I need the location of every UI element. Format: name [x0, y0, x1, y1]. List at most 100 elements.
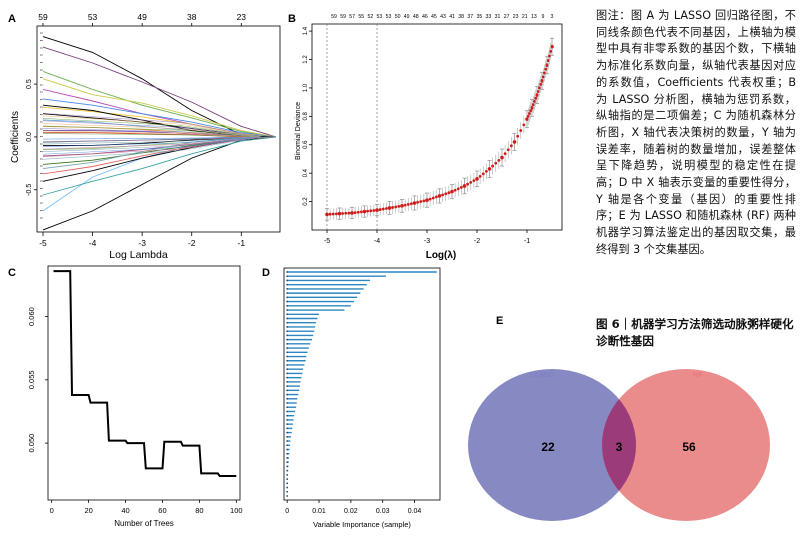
importance-point — [286, 452, 289, 455]
deviance-point — [375, 208, 379, 212]
deviance-point — [536, 90, 540, 93]
path-index-label: •• — [40, 97, 43, 102]
coefficient-path — [42, 123, 262, 138]
path-index-label: •• — [40, 148, 43, 153]
importance-point — [286, 292, 289, 295]
deviance-point — [481, 172, 485, 176]
deviance-point — [437, 194, 442, 198]
path-index-label: •• — [40, 215, 43, 220]
y-tick-label: 0.055 — [27, 370, 36, 389]
x-tick-label: -1 — [524, 238, 530, 245]
importance-point — [286, 279, 289, 282]
y-tick-label: 0.4 — [303, 168, 309, 177]
deviance-point — [397, 204, 401, 208]
path-index-label: •• — [40, 74, 43, 79]
x-tick-label: -5 — [39, 238, 47, 248]
top-tick-label: 38 — [458, 14, 464, 20]
deviance-point — [353, 211, 357, 214]
importance-point — [286, 355, 289, 358]
deviance-point — [400, 204, 404, 208]
importance-point — [286, 457, 289, 459]
top-tick-label: 49 — [404, 14, 410, 20]
deviance-point — [512, 140, 517, 144]
top-tick-label: 53 — [386, 14, 392, 20]
x-tick-label: 20 — [84, 506, 92, 515]
venn-label-rf: RF — [693, 370, 703, 379]
x-tick-label: 100 — [230, 506, 243, 515]
deviance-point — [428, 197, 432, 201]
deviance-point — [369, 209, 373, 213]
deviance-point — [519, 129, 523, 132]
importance-point — [286, 288, 289, 290]
coefficient-path — [42, 136, 262, 142]
top-tick-label: 9 — [541, 14, 544, 20]
top-tick-label: 46 — [422, 14, 428, 20]
importance-point — [286, 338, 289, 341]
importance-point — [286, 440, 289, 442]
x-tick-label: -3 — [138, 238, 146, 248]
venn-count-intersection: 3 — [616, 440, 623, 454]
coefficient-path — [42, 136, 262, 153]
importance-point — [286, 304, 289, 307]
x-axis-label: Variable Importance (sample) — [313, 520, 411, 529]
importance-point — [286, 402, 289, 404]
path-index-label: •• — [40, 171, 43, 176]
coefficient-path — [42, 118, 262, 138]
top-tick-label: 23 — [513, 14, 519, 20]
importance-point — [286, 317, 289, 320]
importance-point — [286, 461, 289, 464]
deviance-point — [462, 184, 467, 188]
deviance-point — [500, 155, 504, 160]
x-tick-label: 0 — [285, 508, 289, 515]
deviance-point — [334, 212, 338, 216]
top-tick-label: 33 — [486, 14, 492, 20]
importance-point — [286, 444, 289, 447]
figure-caption-body: 图注：图 A 为 LASSO 回归路径图，不同线条颜色代表不同基因，上横轴为模型… — [596, 9, 796, 256]
top-tick-label: 57 — [349, 14, 355, 20]
path-index-label: •• — [40, 89, 43, 94]
plot-frame — [47, 265, 241, 501]
deviance-point — [431, 196, 435, 200]
deviance-point — [540, 79, 544, 83]
coefficient-path — [42, 78, 277, 138]
top-tick-label: 59 — [340, 14, 346, 20]
importance-point — [286, 330, 289, 333]
coefficient-path — [42, 70, 277, 138]
path-index-label: •• — [40, 200, 43, 205]
x-tick-label: 0.04 — [408, 508, 422, 515]
y-tick-label: 0.8 — [303, 112, 309, 121]
importance-point — [286, 313, 289, 316]
top-tick-label: 13 — [531, 14, 537, 20]
importance-point — [286, 410, 289, 413]
venn-set-rf — [602, 369, 770, 521]
path-index-label: •• — [40, 126, 43, 131]
top-tick-label: 45 — [431, 14, 437, 20]
lasso-cv-chart: -5 -4 -3 -2 -10.20.40.60.81.01.21.459 59 57 55 5… — [295, 14, 563, 261]
coefficient-path — [42, 120, 262, 138]
deviance-point — [444, 192, 448, 196]
x-tick-label: -5 — [324, 238, 330, 245]
x-axis-label: Log Lambda — [109, 249, 168, 261]
deviance-point — [416, 200, 420, 204]
deviance-point — [548, 54, 551, 58]
importance-point — [286, 309, 289, 311]
random-forest-error-chart: 0 20 40 60 80 100 0.050 0.055 0.060 Number of Tre… — [27, 265, 243, 528]
venn-label-lasso: LASSO — [529, 370, 554, 379]
deviance-point — [325, 212, 329, 217]
x-tick-label: 60 — [158, 506, 166, 515]
coefficient-path — [42, 136, 262, 147]
coefficient-path — [42, 133, 262, 138]
deviance-point — [549, 49, 553, 53]
deviance-point — [522, 123, 526, 127]
top-tick-label: 59 — [38, 12, 48, 22]
deviance-point — [469, 181, 473, 184]
importance-point — [286, 414, 289, 417]
importance-point — [286, 283, 289, 286]
deviance-point — [472, 179, 476, 183]
coefficient-path — [42, 136, 277, 196]
path-index-label: •• — [40, 193, 43, 198]
coefficient-path — [42, 136, 262, 155]
top-tick-label: 27 — [504, 14, 510, 20]
path-index-label: •• — [40, 37, 43, 42]
